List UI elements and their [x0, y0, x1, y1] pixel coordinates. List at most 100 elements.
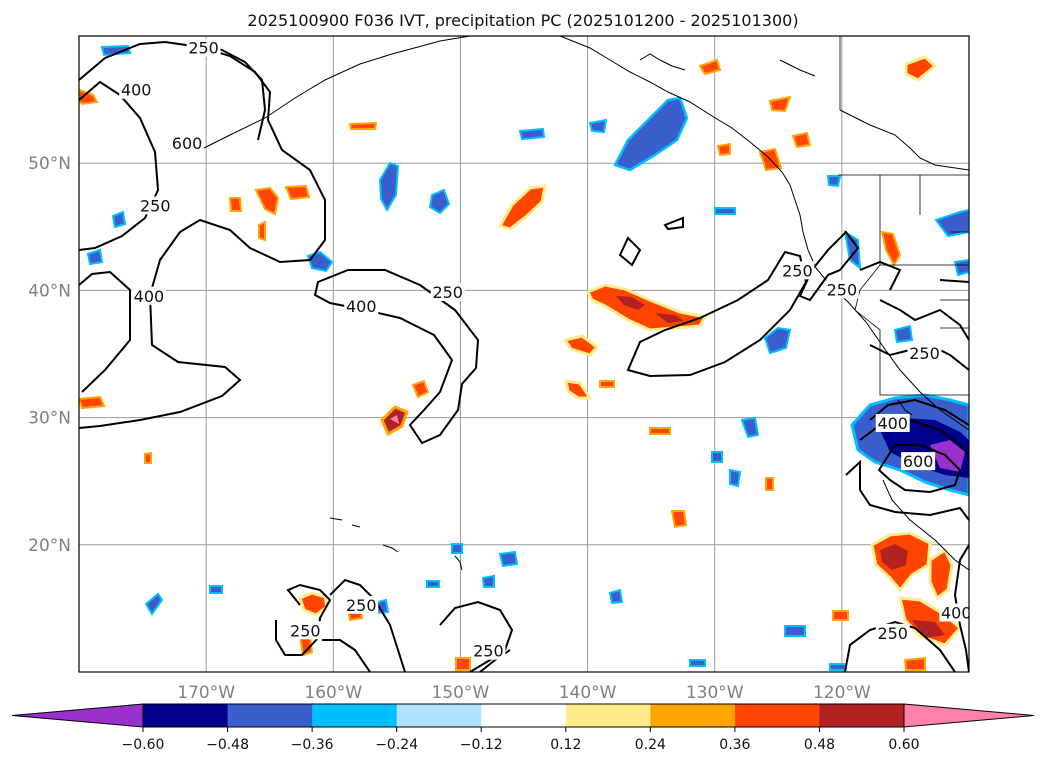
- precip-positive-area: [562, 334, 600, 357]
- contour-label-background: [780, 261, 815, 280]
- colorbar-outline: [142, 703, 905, 728]
- longitude-tick-label: 150°W: [432, 683, 490, 703]
- contour-label: 400: [346, 297, 377, 316]
- contour-label: 250: [140, 196, 171, 215]
- precip-positive-area: [903, 656, 926, 671]
- longitude-tick-label: 130°W: [686, 683, 744, 703]
- contour-label-background: [138, 196, 173, 215]
- contour-label: 400: [941, 603, 972, 622]
- contour-label-background: [907, 344, 942, 362]
- precip-negative-area: [714, 207, 736, 215]
- colorbar-tick-label: −0.48: [206, 737, 249, 753]
- colorbar-tick-label: −0.24: [375, 737, 418, 753]
- colorbar-tick-label: −0.12: [460, 737, 503, 753]
- precip-negative-area: [843, 229, 862, 271]
- precip-positive-area: [670, 510, 688, 529]
- contour-label: 400: [134, 287, 165, 306]
- precip-negative-area: [784, 625, 806, 637]
- contour-label-background: [186, 38, 221, 57]
- precip-negative-area: [689, 659, 706, 667]
- precip-positive-area: [765, 477, 774, 491]
- precip-negative-area: [588, 118, 608, 134]
- precipitation-pc-fill: [79, 44, 969, 671]
- contour-label-background: [875, 413, 910, 432]
- contour-label-background: [471, 641, 506, 660]
- precip-negative-area: [451, 543, 463, 554]
- contour-label-background: [430, 282, 465, 301]
- precip-positive-area: [497, 184, 547, 231]
- precip-negative-area: [426, 580, 440, 588]
- precip-negative-area: [481, 574, 495, 588]
- precip-negative-core: [930, 440, 965, 472]
- precip-positive-area: [348, 121, 378, 130]
- contour-label-background: [131, 286, 166, 305]
- precip-positive-area: [258, 220, 266, 242]
- colorbar-extension-low: [11, 703, 144, 728]
- longitude-tick-label: 140°W: [559, 683, 617, 703]
- contour-label: 400: [877, 414, 908, 433]
- precip-negative-area: [100, 44, 132, 57]
- precip-negative-area: [893, 324, 914, 344]
- colorbar-extension-high: [903, 703, 1035, 728]
- colorbar-segment: [481, 704, 567, 727]
- contour-label-background: [119, 80, 154, 99]
- precip-negative-area: [86, 248, 104, 266]
- precip-positive-area: [649, 427, 671, 435]
- precip-negative-area: [428, 188, 451, 215]
- map-frame: [78, 35, 970, 673]
- contour-label-background: [288, 621, 323, 640]
- contour-label: 600: [172, 134, 203, 153]
- figure-title: 2025100900 F036 IVT, precipitation PC (2…: [247, 11, 798, 30]
- contour-label-background: [939, 603, 969, 622]
- contour-label: 600: [903, 452, 934, 471]
- contour-label-background: [344, 595, 379, 614]
- colorbar-segment: [565, 704, 651, 727]
- latitude-tick-label: 50°N: [28, 154, 71, 174]
- precip-negative-area: [711, 451, 723, 463]
- precip-positive-area: [880, 230, 902, 268]
- precip-negative-area: [608, 588, 624, 605]
- precip-negative-area: [829, 663, 846, 671]
- precip-negative-area: [729, 468, 742, 488]
- precip-positive-core: [880, 544, 908, 570]
- precip-negative-area: [613, 96, 689, 172]
- map-background: [79, 36, 969, 672]
- precip-negative-area: [953, 258, 969, 277]
- precip-positive-area: [599, 380, 615, 388]
- precip-positive-core: [616, 296, 645, 310]
- longitude-tick-label: 120°W: [813, 683, 871, 703]
- colorbar-tick-label: 0.48: [804, 737, 835, 753]
- precip-positive-area: [698, 58, 722, 76]
- precip-positive-area: [79, 88, 99, 106]
- precip-positive-area: [928, 547, 954, 601]
- precip-positive-area: [832, 610, 849, 621]
- precip-positive-area: [455, 657, 471, 671]
- precip-negative-area: [763, 326, 792, 355]
- precip-positive-core: [655, 313, 684, 323]
- precip-negative-area: [144, 592, 164, 616]
- precip-positive-area: [768, 95, 792, 113]
- precip-negative-area: [518, 127, 546, 141]
- colorbar-tick-label: 0.24: [635, 737, 666, 753]
- colorbar-tick-label: 0.36: [719, 737, 750, 753]
- contour-label-background: [344, 296, 379, 315]
- precip-positive-area: [411, 379, 430, 399]
- contour-label-background: [170, 134, 205, 153]
- colorbar-segment: [396, 704, 482, 727]
- contour-label: 250: [290, 621, 321, 640]
- contour-label: 250: [909, 344, 940, 363]
- precip-negative-area: [498, 550, 519, 568]
- precip-positive-area: [716, 142, 731, 157]
- precip-positive-core: [390, 415, 399, 424]
- precip-positive-area: [144, 451, 152, 464]
- contour-label: 250: [473, 642, 504, 661]
- contour-label-background: [901, 452, 936, 471]
- ivt-contour-labels: 250 400 600 250 400 400 250 250 250 250 400 600 250 2…: [119, 38, 972, 661]
- latitude-tick-label: 20°N: [28, 536, 71, 556]
- graticule: [79, 36, 969, 672]
- contour-label: 250: [188, 39, 219, 58]
- latitude-tick-label: 40°N: [28, 281, 71, 301]
- contour-label: 250: [782, 261, 813, 280]
- precip-positive-area: [254, 186, 280, 216]
